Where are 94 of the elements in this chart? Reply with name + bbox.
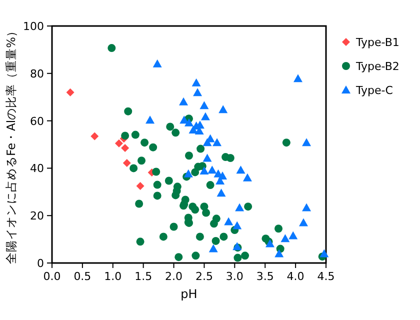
- point: [179, 97, 188, 106]
- point: [302, 138, 312, 146]
- point: [244, 202, 252, 211]
- x-axis-title: pH: [180, 287, 198, 301]
- point: [196, 232, 204, 241]
- y-tick-label: 40: [30, 162, 44, 176]
- point: [121, 144, 130, 152]
- point: [208, 166, 217, 174]
- point: [153, 180, 162, 189]
- y-tick-label: 100: [23, 20, 44, 33]
- point: [202, 138, 212, 146]
- point: [274, 249, 284, 258]
- point: [136, 238, 144, 246]
- point: [136, 182, 144, 190]
- point: [216, 188, 226, 197]
- point: [124, 107, 132, 116]
- point: [174, 253, 183, 262]
- y-axis-title: 全陽イオンに占めるFe・Alの比率（重量%）: [4, 24, 18, 264]
- point: [302, 203, 312, 212]
- point: [234, 254, 242, 262]
- point: [235, 203, 244, 212]
- point: [122, 158, 131, 167]
- point: [280, 234, 290, 242]
- point: [146, 116, 155, 124]
- point: [236, 166, 246, 174]
- y-tick-label: 0: [37, 257, 44, 270]
- point: [224, 217, 234, 226]
- point: [202, 208, 210, 217]
- point: [152, 168, 160, 176]
- point: [232, 221, 242, 230]
- point: [191, 206, 200, 214]
- x-tick-label: 1.0: [104, 270, 122, 283]
- point: [149, 143, 158, 152]
- x-tick-label: 2.5: [195, 270, 213, 283]
- point: [226, 154, 234, 162]
- legend-label: Type-B2: [355, 60, 400, 73]
- point: [241, 252, 250, 260]
- point: [131, 130, 140, 139]
- point: [218, 105, 228, 114]
- y-tick-label: 60: [30, 114, 44, 128]
- x-tick-label: 2.0: [165, 270, 183, 283]
- point: [191, 168, 200, 176]
- y-tick-label: 80: [30, 67, 44, 80]
- point: [164, 176, 173, 185]
- point: [90, 132, 99, 140]
- point: [282, 138, 290, 147]
- x-tick-label: 1.5: [134, 270, 152, 283]
- point: [153, 192, 162, 200]
- point: [212, 138, 222, 146]
- point: [288, 231, 298, 240]
- point: [298, 218, 308, 226]
- point: [121, 132, 130, 140]
- x-tick-label: 0.5: [74, 270, 92, 283]
- point: [320, 249, 329, 258]
- point: [210, 220, 218, 228]
- x-tick-label: 0.0: [43, 270, 61, 283]
- point: [159, 232, 168, 241]
- y-tick-label: 20: [30, 210, 44, 223]
- point: [135, 200, 144, 208]
- point: [140, 138, 149, 147]
- x-tick-label: 4.5: [317, 270, 335, 283]
- point: [185, 152, 193, 160]
- point: [172, 191, 180, 200]
- point: [193, 88, 202, 96]
- x-tick-label: 3.0: [226, 270, 244, 283]
- point: [192, 78, 201, 86]
- point: [166, 122, 174, 131]
- point: [202, 154, 212, 162]
- point: [212, 236, 220, 245]
- point: [200, 112, 210, 120]
- point: [274, 224, 283, 233]
- point: [293, 74, 302, 82]
- point: [172, 128, 180, 137]
- legend-label: Type-B1: [355, 36, 400, 49]
- legend-label: Type-C: [355, 84, 394, 97]
- point: [208, 244, 218, 252]
- point: [200, 166, 209, 175]
- point: [108, 44, 116, 52]
- point: [152, 59, 162, 68]
- point: [130, 164, 138, 172]
- x-tick-label: 4.0: [286, 270, 304, 283]
- point: [242, 173, 252, 182]
- point: [138, 156, 146, 165]
- point: [220, 232, 228, 241]
- x-tick-label: 3.5: [256, 270, 274, 283]
- point: [192, 252, 200, 260]
- point: [114, 139, 123, 148]
- point: [66, 88, 74, 96]
- point: [184, 118, 194, 126]
- point: [196, 144, 205, 153]
- point: [170, 222, 178, 231]
- point: [206, 181, 214, 190]
- point: [200, 101, 209, 110]
- point: [184, 169, 193, 178]
